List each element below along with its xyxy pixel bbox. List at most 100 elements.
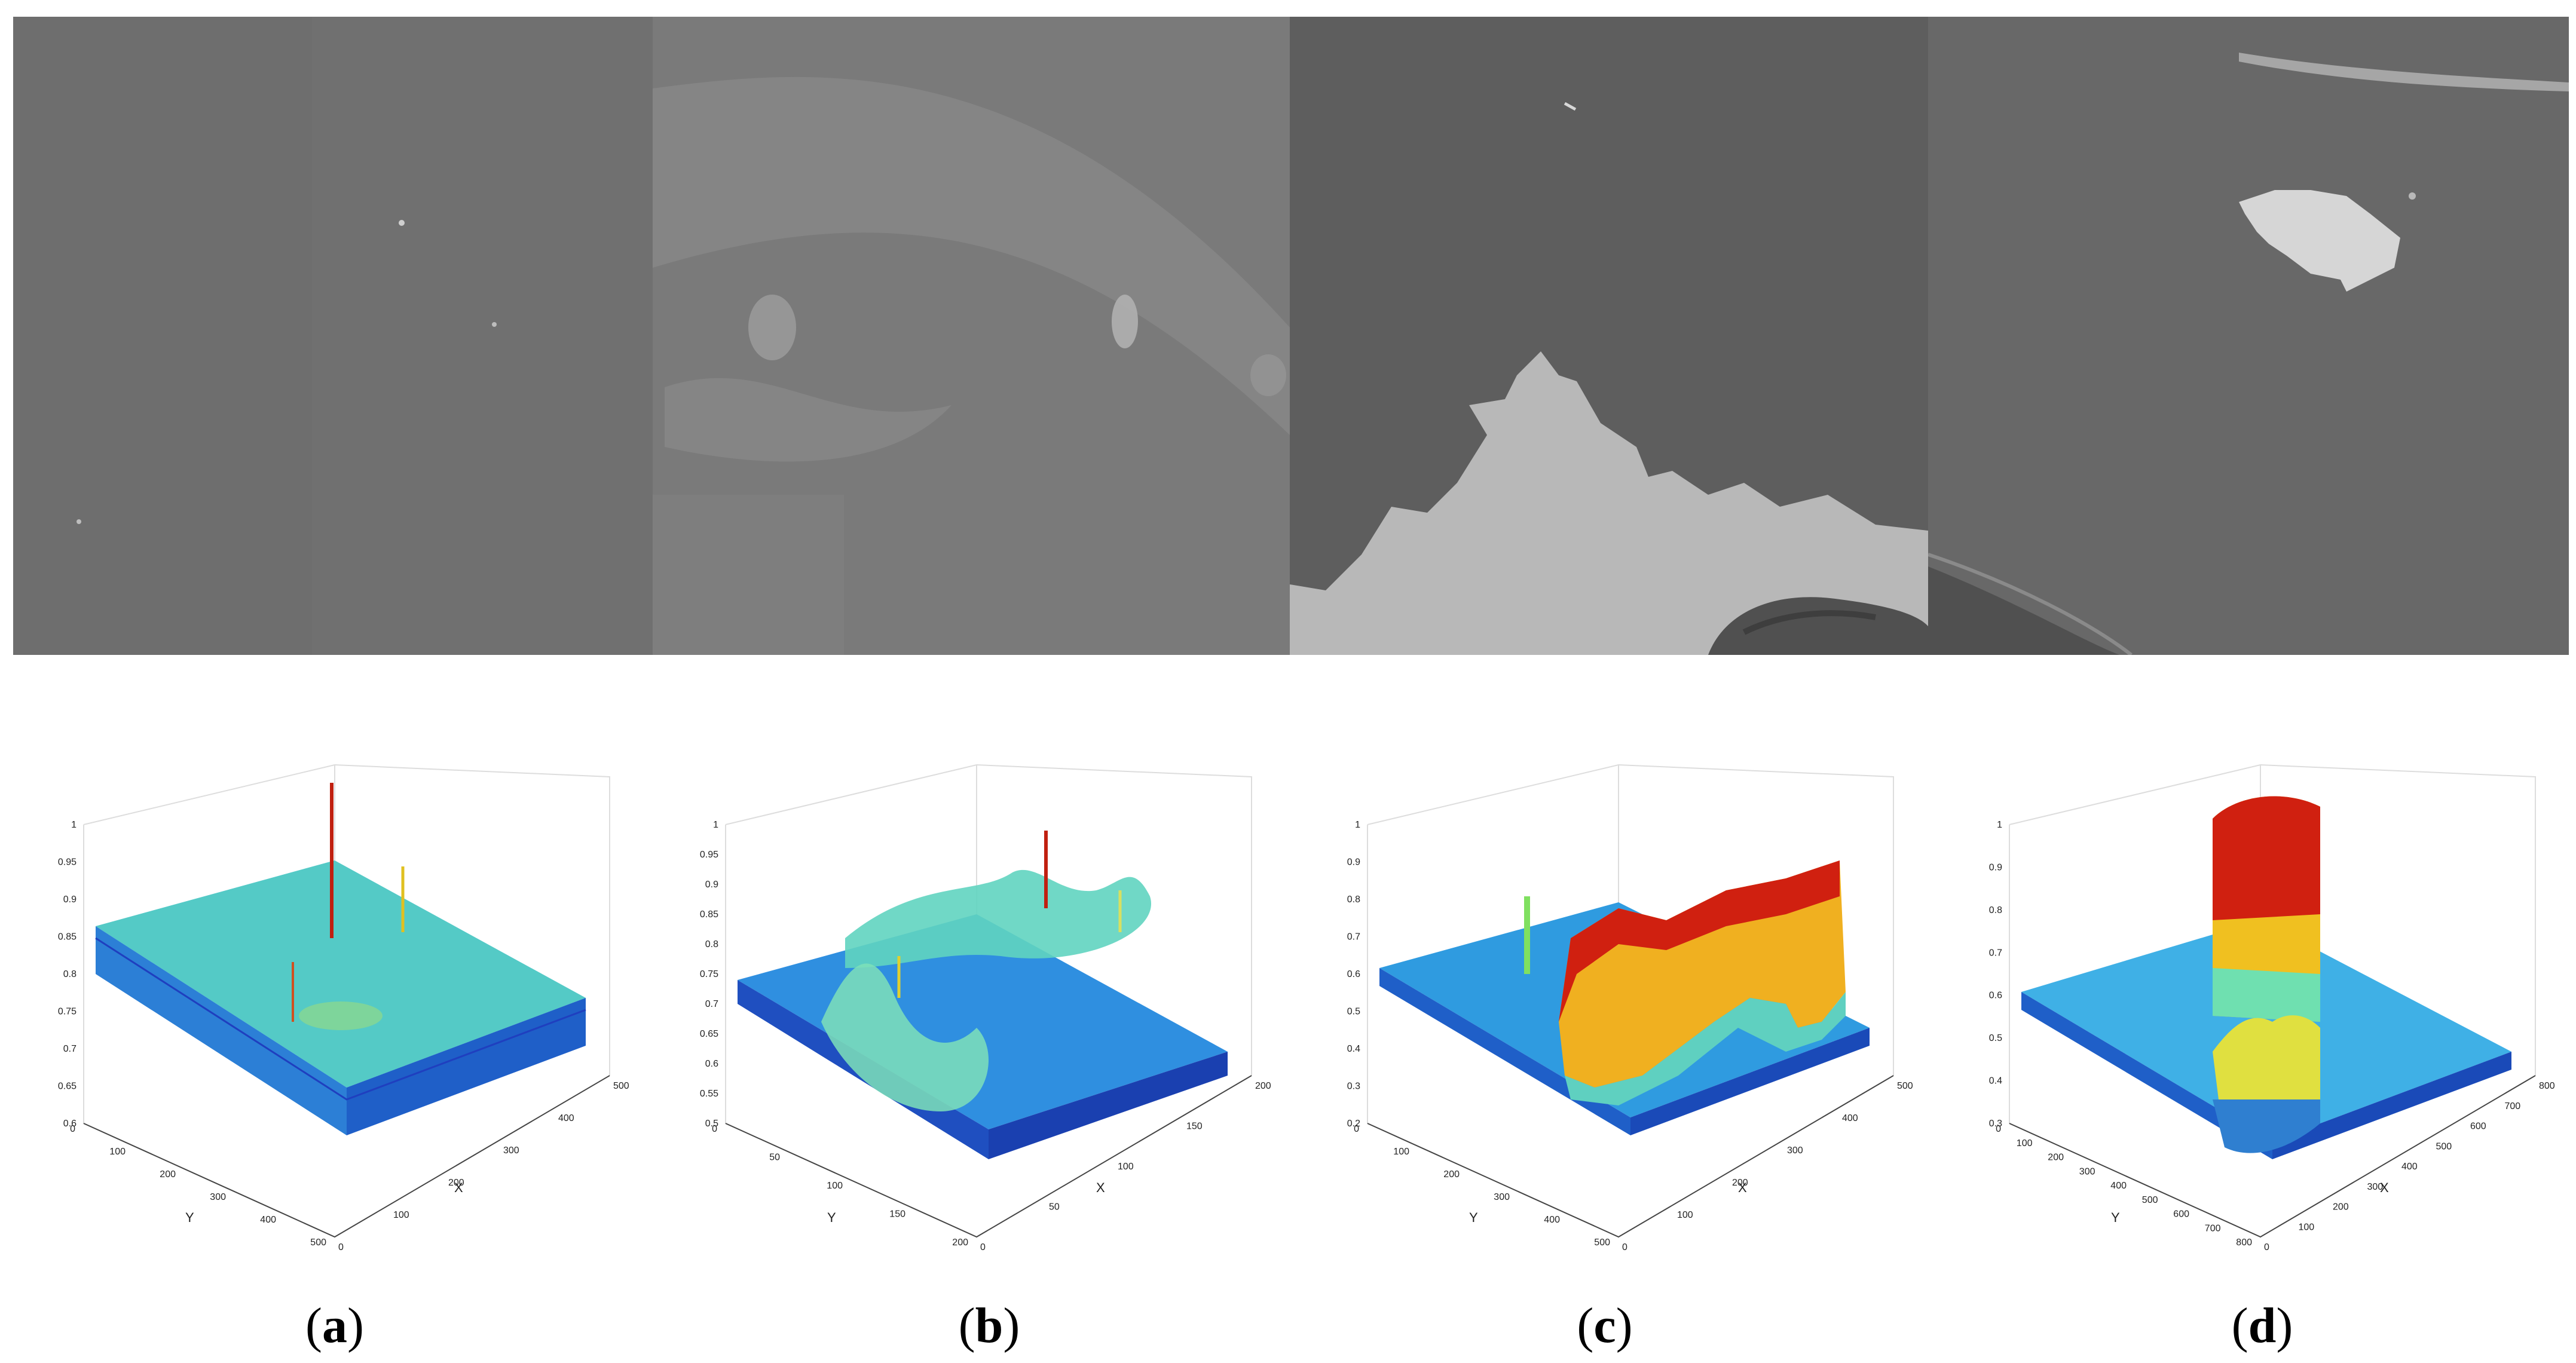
y-tick-label: 50 [769, 1153, 780, 1163]
x-axis-label: X [2380, 1180, 2389, 1195]
x-tick-label: 0 [1622, 1242, 1627, 1252]
x-tick-label: 200 [2333, 1202, 2349, 1212]
z-tick-label: 0.3 [1989, 1119, 2002, 1129]
axis-frame: 10.90.80.70.60.50.40.30.2010020030040050… [1347, 764, 1913, 1252]
y-axis-label: Y [185, 1210, 194, 1225]
surface-plot-c: 1 0.9 0.8 0.7 0.6 0.5 0.4 0.3 0.2 0 100 200 300 400 50… [1308, 741, 1952, 1255]
surface-plot-c-svg: 10.90.80.70.60.50.40.30.2010020030040050… [1347, 764, 1913, 1252]
y-axis-label: Y [1469, 1210, 1478, 1225]
z-tick-label: 0.7 [705, 999, 718, 1009]
surface-plot-b: 1 0.95 0.9 0.85 0.8 0.75 0.7 0.65 0.6 0.55 0.5 0 50 1… [666, 741, 1310, 1255]
axis-frame: 10.90.80.70.60.50.40.3010020030040050060… [1989, 764, 2555, 1252]
y-tick-label: 400 [1544, 1215, 1560, 1225]
y-tick-label: 100 [827, 1181, 843, 1191]
x-tick-label: 400 [2401, 1162, 2418, 1172]
y-tick-label: 0 [1996, 1124, 2001, 1134]
y-tick-label: 300 [2079, 1166, 2095, 1177]
z-tick-label: 1 [1355, 820, 1360, 830]
x-tick-label: 200 [1732, 1178, 1748, 1188]
z-tick-label: 0.7 [1989, 948, 2002, 958]
caption-d: (d) [2231, 1298, 2293, 1353]
x-tick-label: 400 [558, 1113, 574, 1123]
z-tick-label: 0.75 [58, 1007, 77, 1017]
y-tick-label: 200 [1443, 1169, 1460, 1180]
x-tick-label: 500 [1897, 1081, 1913, 1091]
z-tick-label: 0.95 [700, 850, 718, 860]
photo-c [1290, 17, 1928, 655]
y-tick-label: 150 [889, 1209, 905, 1220]
photo-b [653, 17, 1290, 655]
z-tick-label: 0.9 [63, 895, 77, 905]
z-tick-label: 0.2 [1347, 1119, 1360, 1129]
x-tick-label: 500 [2436, 1141, 2452, 1151]
z-tick-label: 0.5 [1989, 1033, 2002, 1043]
surface-plot-d: 1 0.9 0.8 0.7 0.6 0.5 0.4 0.3 0 100 200 300 400 500 60… [1950, 741, 2576, 1255]
caption-d-letter: d [2248, 1298, 2277, 1353]
z-tick-label: 0.5 [705, 1119, 718, 1129]
x-tick-label: 0 [338, 1242, 344, 1252]
y-axis-label: Y [2111, 1210, 2120, 1225]
y-tick-label: 200 [952, 1238, 968, 1248]
x-tick-label: 400 [1842, 1113, 1858, 1123]
x-tick-label: 500 [613, 1081, 629, 1091]
y-tick-label: 300 [1494, 1192, 1510, 1202]
y-tick-label: 500 [310, 1238, 326, 1248]
y-tick-label: 600 [2173, 1209, 2189, 1220]
z-tick-label: 0.6 [1347, 969, 1360, 979]
y-tick-label: 700 [2205, 1223, 2221, 1233]
caption-a-letter: a [322, 1298, 347, 1353]
x-axis-label: X [1738, 1180, 1747, 1195]
x-tick-label: 100 [1118, 1162, 1134, 1172]
photo-a [13, 17, 653, 655]
y-tick-label: 500 [1594, 1238, 1610, 1248]
caption-c: (c) [1577, 1298, 1633, 1353]
z-tick-label: 0.9 [705, 880, 718, 890]
y-tick-label: 100 [109, 1147, 126, 1157]
z-tick-label: 0.4 [1347, 1044, 1360, 1054]
z-tick-label: 0.6 [1989, 991, 2002, 1001]
z-tick-label: 0.8 [63, 969, 77, 979]
x-tick-label: 100 [393, 1210, 409, 1220]
x-tick-label: 50 [1049, 1202, 1060, 1212]
x-tick-label: 150 [1186, 1122, 1203, 1132]
caption-b: (b) [958, 1298, 1020, 1353]
x-tick-label: 100 [2299, 1222, 2315, 1232]
z-tick-label: 0.65 [700, 1029, 718, 1039]
z-tick-label: 0.3 [1347, 1082, 1360, 1092]
y-tick-label: 0 [1354, 1124, 1359, 1134]
x-tick-label: 600 [2470, 1122, 2486, 1132]
z-tick-label: 0.6 [63, 1119, 77, 1129]
x-tick-label: 0 [2264, 1242, 2269, 1252]
y-axis-label: Y [827, 1210, 836, 1225]
y-tick-label: 500 [2142, 1195, 2158, 1205]
z-tick-label: 0.8 [1989, 905, 2002, 915]
x-tick-label: 0 [980, 1242, 986, 1252]
x-tick-label: 200 [448, 1178, 464, 1188]
x-tick-label: 100 [1677, 1210, 1693, 1220]
z-tick-label: 0.65 [58, 1082, 77, 1092]
z-tick-label: 1 [1997, 820, 2002, 830]
x-tick-label: 800 [2539, 1081, 2555, 1091]
y-tick-label: 0 [70, 1124, 75, 1134]
y-tick-label: 300 [210, 1192, 226, 1202]
z-tick-label: 1 [713, 820, 718, 830]
photo-d [1928, 17, 2569, 655]
x-tick-label: 300 [2367, 1182, 2384, 1192]
y-tick-label: 0 [712, 1124, 717, 1134]
y-tick-label: 800 [2236, 1238, 2252, 1248]
y-tick-label: 200 [160, 1169, 176, 1180]
x-tick-label: 700 [2505, 1101, 2521, 1111]
y-tick-label: 200 [2048, 1153, 2064, 1163]
z-tick-label: 0.8 [705, 939, 718, 949]
x-tick-label: 300 [1787, 1145, 1803, 1156]
z-tick-label: 0.6 [705, 1059, 718, 1069]
surface-plot-b-svg: 10.950.90.850.80.750.70.650.60.550.50501… [700, 764, 1271, 1252]
y-tick-label: 100 [2017, 1138, 2033, 1148]
z-tick-label: 1 [71, 820, 77, 830]
z-tick-label: 0.55 [700, 1089, 718, 1099]
z-tick-label: 0.85 [58, 932, 77, 942]
x-axis-label: X [454, 1180, 463, 1195]
z-tick-label: 0.5 [1347, 1007, 1360, 1017]
z-tick-label: 0.7 [63, 1044, 77, 1054]
caption-a: (a) [305, 1298, 364, 1353]
